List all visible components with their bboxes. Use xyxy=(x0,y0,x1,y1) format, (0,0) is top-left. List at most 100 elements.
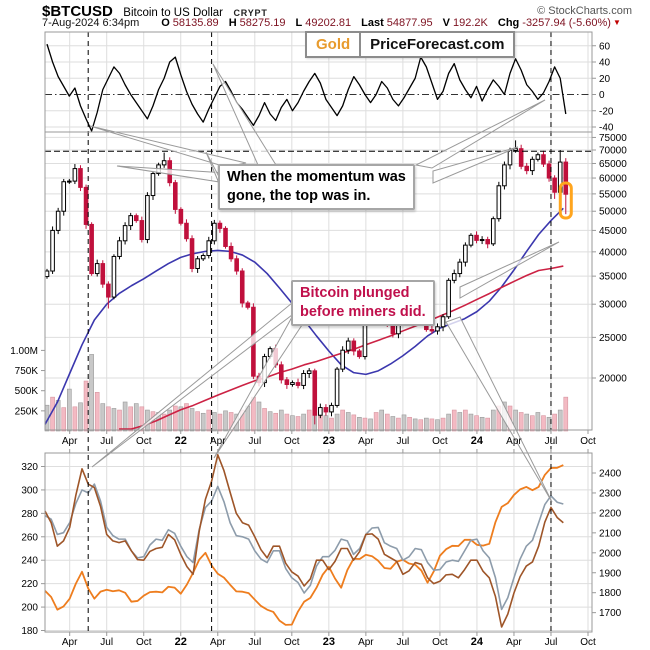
svg-text:25000: 25000 xyxy=(599,333,627,344)
momentum-annotation: When the momentum was gone, the top was … xyxy=(218,164,415,211)
svg-text:220: 220 xyxy=(21,579,38,590)
svg-text:40000: 40000 xyxy=(599,247,627,258)
svg-text:Oct: Oct xyxy=(284,637,300,648)
miners-annotation: Bitcoin plunged before miners did. xyxy=(291,280,435,327)
svg-text:40: 40 xyxy=(599,58,611,69)
svg-text:24: 24 xyxy=(471,435,484,447)
svg-text:Jul: Jul xyxy=(248,637,261,648)
svg-text:Apr: Apr xyxy=(506,436,522,447)
svg-text:Jul: Jul xyxy=(100,436,113,447)
svg-text:Jul: Jul xyxy=(100,637,113,648)
stockcharts-credit[interactable]: © StockCharts.com xyxy=(537,5,632,17)
svg-text:Oct: Oct xyxy=(136,637,152,648)
svg-text:50000: 50000 xyxy=(599,207,627,218)
svg-text:-40: -40 xyxy=(599,123,614,134)
x-axis-labels-mid: Apr Jul Oct 22 Apr Jul Oct 23 Apr Jul Oct 24 Apr Jul O… xyxy=(62,430,596,453)
gold-line xyxy=(44,464,564,626)
svg-text:300: 300 xyxy=(21,485,38,496)
svg-text:Apr: Apr xyxy=(210,637,226,648)
panel-borders xyxy=(44,31,593,633)
svg-text:200: 200 xyxy=(21,603,38,614)
svg-text:23: 23 xyxy=(323,636,335,648)
quote-open: O 58135.89 xyxy=(161,17,219,29)
change-down-triangle-icon: ▼ xyxy=(612,18,621,27)
quote-row: 7-Aug-2024 6:34pm O 58135.89 H 58275.19 L 4920… xyxy=(42,17,642,29)
svg-text:Apr: Apr xyxy=(62,637,78,648)
last-candle-highlight xyxy=(558,181,573,220)
svg-text:22: 22 xyxy=(175,636,187,648)
volume-bars xyxy=(44,354,569,432)
svg-text:2300: 2300 xyxy=(599,488,622,499)
svg-text:320: 320 xyxy=(21,462,38,473)
svg-text:Jul: Jul xyxy=(396,436,409,447)
svg-text:35000: 35000 xyxy=(599,272,627,283)
svg-text:1.00M: 1.00M xyxy=(10,346,38,357)
priceforecast-badge[interactable]: Gold PriceForecast.com xyxy=(305,31,516,58)
svg-text:500K: 500K xyxy=(15,386,39,397)
svg-text:75000: 75000 xyxy=(599,133,627,144)
svg-text:Jul: Jul xyxy=(248,436,261,447)
quote-change: Chg -3257.94 (-5.60%) ▼ xyxy=(497,17,621,29)
svg-text:Jul: Jul xyxy=(545,637,558,648)
quote-last: Last 54877.95 xyxy=(361,17,433,29)
ticker-symbol: $BTCUSD xyxy=(42,3,113,20)
svg-text:2200: 2200 xyxy=(599,508,622,519)
svg-text:1700: 1700 xyxy=(599,608,622,619)
miners-annotation-line2: before miners did. xyxy=(300,304,426,321)
svg-text:Oct: Oct xyxy=(136,436,152,447)
axis-labels: 6040200-20-40750007000065000600005500050… xyxy=(10,41,627,637)
svg-text:55000: 55000 xyxy=(599,189,627,200)
quote-datetime: 7-Aug-2024 6:34pm xyxy=(42,17,140,29)
miners-gray-line xyxy=(44,483,564,611)
svg-text:240: 240 xyxy=(21,556,38,567)
momentum-annotation-line2: gone, the top was in. xyxy=(227,188,371,205)
svg-text:70000: 70000 xyxy=(599,145,627,156)
svg-text:Apr: Apr xyxy=(506,637,522,648)
svg-text:0: 0 xyxy=(599,90,605,101)
svg-text:24: 24 xyxy=(471,636,484,648)
svg-text:Apr: Apr xyxy=(62,436,78,447)
svg-text:Oct: Oct xyxy=(432,637,448,648)
svg-text:Apr: Apr xyxy=(358,436,374,447)
quote-high: H 58275.19 xyxy=(228,17,286,29)
svg-text:2100: 2100 xyxy=(599,528,622,539)
chart-header: $BTCUSD Bitcoin to US Dollar CRYPT © Sto… xyxy=(42,3,642,21)
miners-brown-line xyxy=(44,453,564,628)
callout-wedges xyxy=(89,63,560,503)
svg-text:250K: 250K xyxy=(15,406,39,417)
badge-site-label[interactable]: PriceForecast.com xyxy=(359,33,513,56)
svg-text:20000: 20000 xyxy=(599,373,627,384)
svg-text:Jul: Jul xyxy=(545,436,558,447)
svg-text:Oct: Oct xyxy=(432,436,448,447)
svg-text:60: 60 xyxy=(599,41,611,52)
svg-text:20: 20 xyxy=(599,74,611,85)
quote-volume: V 192.2K xyxy=(442,17,488,29)
svg-text:2000: 2000 xyxy=(599,548,622,559)
svg-text:Oct: Oct xyxy=(284,436,300,447)
svg-text:23: 23 xyxy=(323,435,335,447)
badge-gold-label[interactable]: Gold xyxy=(316,36,351,53)
svg-text:260: 260 xyxy=(21,532,38,543)
momentum-annotation-line1: When the momentum was xyxy=(227,169,406,185)
quote-low: L 49202.81 xyxy=(295,17,352,29)
svg-text:Apr: Apr xyxy=(358,637,374,648)
svg-text:1900: 1900 xyxy=(599,568,622,579)
svg-text:180: 180 xyxy=(21,626,38,637)
svg-text:45000: 45000 xyxy=(599,226,627,237)
miners-annotation-line1: Bitcoin plunged xyxy=(300,285,410,301)
momentum-line xyxy=(46,43,567,132)
svg-text:280: 280 xyxy=(21,509,38,520)
svg-text:Oct: Oct xyxy=(580,436,596,447)
ticker-name: Bitcoin to US Dollar xyxy=(123,7,224,19)
svg-text:750K: 750K xyxy=(15,366,39,377)
svg-text:60000: 60000 xyxy=(599,174,627,185)
svg-text:30000: 30000 xyxy=(599,300,627,311)
svg-text:Apr: Apr xyxy=(210,436,226,447)
svg-text:1800: 1800 xyxy=(599,588,622,599)
ticker-exchange: CRYPT xyxy=(233,8,268,18)
svg-text:65000: 65000 xyxy=(599,159,627,170)
svg-text:-20: -20 xyxy=(599,106,614,117)
svg-text:Oct: Oct xyxy=(580,637,596,648)
